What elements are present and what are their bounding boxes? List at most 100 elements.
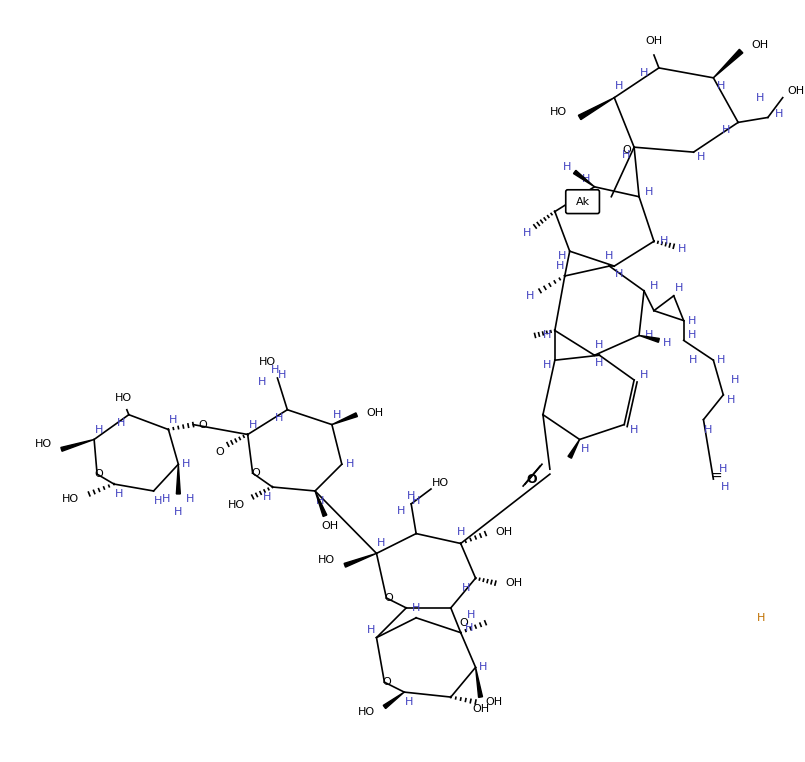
- Text: H: H: [461, 583, 470, 593]
- Text: H: H: [114, 489, 123, 499]
- Text: HO: HO: [259, 357, 276, 367]
- Text: O: O: [382, 677, 390, 687]
- Polygon shape: [176, 464, 180, 494]
- Text: Ak: Ak: [576, 197, 589, 207]
- Text: H: H: [687, 315, 696, 325]
- Text: H: H: [582, 174, 591, 184]
- Text: OH: OH: [485, 697, 502, 707]
- Polygon shape: [713, 50, 743, 78]
- Polygon shape: [315, 491, 327, 517]
- Text: H: H: [757, 613, 765, 623]
- Polygon shape: [383, 692, 404, 709]
- Text: H: H: [397, 506, 406, 516]
- Text: H: H: [659, 236, 668, 246]
- Text: O: O: [251, 468, 260, 478]
- Text: HO: HO: [357, 707, 374, 717]
- Text: HO: HO: [35, 440, 52, 450]
- Text: HO: HO: [115, 393, 132, 403]
- Text: OH: OH: [751, 40, 768, 50]
- Text: H: H: [595, 358, 604, 368]
- Text: H: H: [345, 459, 354, 469]
- Text: H: H: [563, 162, 571, 172]
- Text: O: O: [384, 593, 393, 603]
- Text: H: H: [595, 341, 604, 351]
- Text: HO: HO: [550, 107, 567, 117]
- Text: H: H: [645, 331, 653, 341]
- Polygon shape: [61, 440, 94, 451]
- Text: H: H: [645, 187, 653, 197]
- Text: O: O: [623, 145, 632, 155]
- Polygon shape: [639, 335, 659, 342]
- Polygon shape: [476, 668, 482, 697]
- Text: H: H: [412, 496, 420, 506]
- Text: O: O: [216, 447, 225, 457]
- Text: H: H: [479, 662, 488, 672]
- Text: =: =: [711, 470, 722, 484]
- Text: H: H: [640, 68, 648, 78]
- Text: H: H: [622, 150, 630, 160]
- Text: O: O: [199, 420, 208, 430]
- Text: H: H: [717, 355, 725, 365]
- Text: H: H: [721, 482, 729, 492]
- Text: H: H: [615, 81, 623, 91]
- Text: OH: OH: [472, 704, 489, 714]
- FancyBboxPatch shape: [566, 190, 600, 213]
- Text: H: H: [155, 496, 163, 506]
- Text: H: H: [169, 415, 178, 424]
- Text: H: H: [689, 355, 698, 365]
- Text: H: H: [186, 494, 195, 504]
- Polygon shape: [332, 413, 357, 424]
- Text: H: H: [543, 331, 551, 341]
- Text: H: H: [174, 507, 183, 517]
- Text: H: H: [378, 539, 386, 549]
- Text: H: H: [663, 338, 671, 348]
- Text: H: H: [407, 491, 415, 501]
- Text: H: H: [258, 377, 266, 387]
- Text: H: H: [117, 418, 125, 427]
- Text: H: H: [704, 424, 712, 434]
- Text: O: O: [526, 472, 538, 485]
- Text: OH: OH: [366, 408, 384, 418]
- Text: O: O: [95, 469, 104, 479]
- Text: OH: OH: [321, 520, 338, 530]
- Text: HO: HO: [432, 478, 449, 488]
- Text: H: H: [615, 269, 623, 279]
- Polygon shape: [344, 553, 377, 567]
- Text: H: H: [640, 370, 648, 380]
- Text: H: H: [464, 623, 473, 632]
- Text: H: H: [95, 424, 103, 434]
- Text: H: H: [271, 365, 279, 375]
- Text: H: H: [719, 464, 728, 474]
- Text: H: H: [555, 261, 564, 271]
- Text: H: H: [466, 610, 475, 620]
- Text: H: H: [263, 492, 272, 502]
- Text: H: H: [412, 603, 420, 613]
- Text: H: H: [182, 459, 191, 469]
- Polygon shape: [573, 171, 594, 187]
- Text: H: H: [774, 110, 783, 120]
- Polygon shape: [568, 440, 580, 458]
- Text: H: H: [456, 527, 465, 536]
- Text: H: H: [316, 496, 324, 506]
- Text: H: H: [249, 420, 257, 430]
- Text: H: H: [367, 625, 376, 635]
- Text: H: H: [675, 283, 683, 293]
- Text: H: H: [678, 245, 686, 255]
- Text: OH: OH: [787, 85, 805, 96]
- Text: OH: OH: [506, 578, 522, 588]
- Polygon shape: [578, 98, 614, 120]
- Text: H: H: [727, 395, 736, 405]
- Text: H: H: [405, 697, 414, 707]
- Text: H: H: [543, 360, 551, 370]
- Text: H: H: [722, 125, 730, 136]
- Text: H: H: [717, 81, 725, 91]
- Text: H: H: [523, 229, 531, 239]
- Text: H: H: [163, 494, 171, 504]
- Text: H: H: [558, 251, 566, 261]
- Text: H: H: [697, 152, 706, 162]
- Text: OH: OH: [646, 36, 663, 46]
- Text: HO: HO: [228, 500, 245, 510]
- Text: H: H: [526, 291, 535, 301]
- Text: O: O: [460, 618, 468, 628]
- Text: HO: HO: [318, 555, 335, 565]
